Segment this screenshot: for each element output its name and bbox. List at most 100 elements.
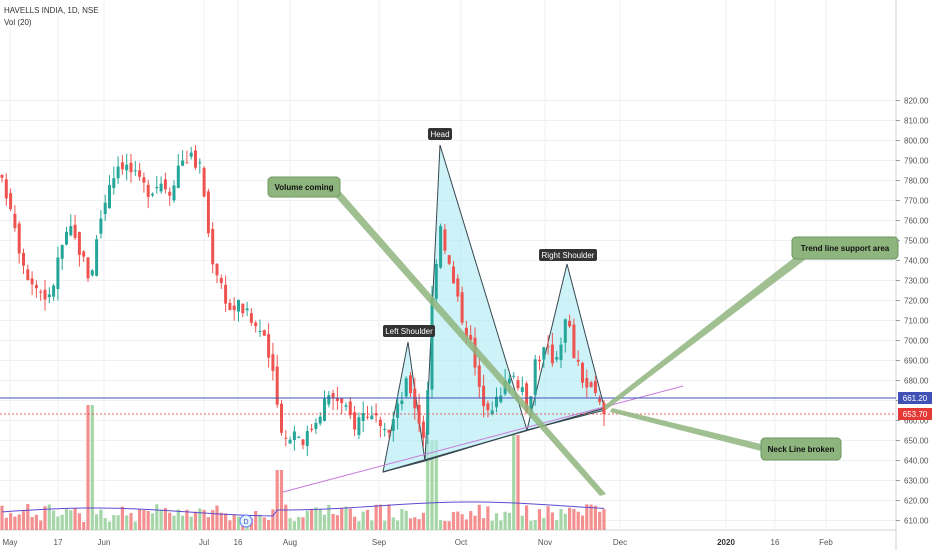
candle-body bbox=[155, 186, 159, 189]
candle-body bbox=[391, 419, 395, 431]
volume-bar bbox=[271, 509, 275, 530]
volume-bar bbox=[52, 510, 56, 530]
candle-body bbox=[361, 413, 365, 421]
callout-neckline[interactable]: Neck Line broken bbox=[760, 437, 842, 461]
candle-body bbox=[215, 263, 219, 276]
price-axis[interactable]: 610.00620.00630.00640.00650.00660.00670.… bbox=[896, 97, 929, 526]
candle-body bbox=[550, 344, 554, 364]
candle-body bbox=[581, 362, 584, 383]
volume-bar bbox=[21, 511, 26, 530]
volume-bar bbox=[146, 511, 150, 530]
candle-body bbox=[90, 270, 94, 276]
candle-body bbox=[353, 412, 357, 430]
candle-body bbox=[47, 294, 51, 298]
candle-body bbox=[245, 308, 249, 311]
callout-trendline[interactable]: Trend line support area bbox=[791, 236, 899, 260]
volume-bar bbox=[116, 515, 120, 530]
candle-body bbox=[120, 162, 124, 170]
volume-bar bbox=[112, 514, 116, 530]
candle-body bbox=[460, 292, 464, 323]
candle-body bbox=[335, 398, 339, 402]
candle-body bbox=[434, 263, 438, 299]
volume-bar bbox=[563, 513, 567, 530]
volume-bar bbox=[9, 513, 13, 530]
volume-bar bbox=[598, 511, 602, 530]
volume-bar bbox=[133, 521, 137, 530]
y-tick-label: 750.00 bbox=[904, 237, 929, 246]
annotation-arrows bbox=[333, 192, 806, 496]
volume-bar bbox=[211, 510, 215, 530]
volume-bar bbox=[374, 504, 378, 530]
candle-body bbox=[555, 357, 559, 360]
candle-body bbox=[103, 202, 107, 215]
volume-bar bbox=[232, 514, 236, 530]
candle-body bbox=[56, 257, 60, 290]
volume-bar bbox=[185, 509, 189, 530]
candle-body bbox=[396, 403, 400, 418]
volume-bar bbox=[262, 517, 266, 530]
x-tick-label: 16 bbox=[771, 538, 780, 547]
volume-bar bbox=[142, 509, 146, 530]
volume-bar bbox=[365, 509, 370, 530]
volume-bar bbox=[400, 509, 404, 530]
volume-bar bbox=[408, 518, 413, 530]
volume-bar bbox=[107, 521, 112, 530]
volume-bar bbox=[224, 513, 228, 530]
volume-bar bbox=[69, 510, 73, 530]
candle-body bbox=[512, 375, 516, 377]
candle-body bbox=[60, 245, 64, 259]
volume-bar bbox=[387, 504, 391, 530]
volume-bar bbox=[344, 506, 348, 530]
volume-bar bbox=[555, 520, 559, 530]
y-tick-label: 650.00 bbox=[904, 437, 929, 446]
volume-bar bbox=[361, 511, 365, 530]
dividend-marker[interactable]: D bbox=[239, 514, 253, 528]
trendline-arrow bbox=[604, 253, 806, 410]
candle-body bbox=[447, 255, 451, 264]
candle-body bbox=[348, 401, 352, 416]
neck-line bbox=[382, 407, 606, 473]
candle-body bbox=[267, 334, 271, 358]
candle-body bbox=[430, 297, 434, 390]
candle-body bbox=[443, 229, 447, 251]
candle-body bbox=[297, 436, 301, 438]
candle-body bbox=[538, 359, 541, 362]
pattern-labels: Left Shoulder Head Right Shoulder bbox=[383, 128, 597, 337]
candle-body bbox=[563, 319, 567, 343]
volume-bar bbox=[95, 514, 99, 530]
volume-bar bbox=[163, 507, 167, 530]
candle-body bbox=[327, 395, 331, 405]
candle-body bbox=[185, 162, 189, 164]
time-axis[interactable]: May 17 Jun Jul 16 Aug Sep Oct Nov Dec 2020 16 Feb bbox=[2, 538, 833, 547]
candle-body bbox=[249, 313, 253, 323]
candle-body bbox=[228, 302, 232, 311]
volume-bar bbox=[202, 509, 206, 530]
volume-bar bbox=[503, 511, 507, 530]
volume-bar bbox=[82, 521, 86, 530]
volume-bar bbox=[138, 509, 142, 530]
volume-bar bbox=[314, 507, 318, 530]
callout-volume-coming[interactable]: Volume coming bbox=[267, 176, 341, 198]
volume-bar bbox=[301, 517, 305, 530]
candle-body bbox=[576, 359, 580, 362]
candle-body bbox=[593, 381, 597, 393]
left-shoulder-text: Left Shoulder bbox=[385, 327, 433, 336]
volume-bar bbox=[357, 521, 361, 530]
y-tick-label: 710.00 bbox=[904, 317, 929, 326]
volume-bar bbox=[34, 514, 38, 530]
volume-bar bbox=[120, 506, 124, 530]
volume-bar bbox=[404, 510, 408, 530]
candle-body bbox=[254, 322, 258, 327]
volume-bar bbox=[572, 508, 576, 530]
candle-body bbox=[258, 330, 262, 332]
candle-body bbox=[280, 403, 283, 433]
candle-body bbox=[318, 416, 322, 424]
candle-body bbox=[421, 421, 425, 438]
candle-body bbox=[499, 395, 503, 403]
y-tick-label: 740.00 bbox=[904, 257, 929, 266]
candle-body bbox=[34, 284, 38, 289]
volume-bar bbox=[56, 516, 60, 530]
volume-bar bbox=[417, 519, 421, 530]
volume-bar bbox=[258, 514, 262, 530]
